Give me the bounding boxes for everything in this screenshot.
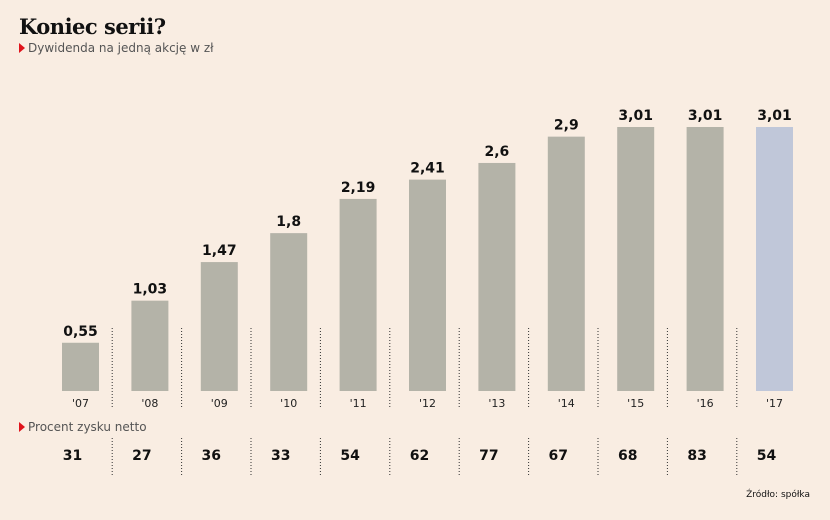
x-tick-label: '17 (766, 397, 783, 410)
bar (409, 179, 446, 391)
secondary-value: 54 (757, 448, 777, 464)
bar (547, 136, 585, 391)
x-tick-label: '10 (280, 397, 297, 410)
secondary-label: Procent zysku netto (19, 420, 147, 434)
x-tick-label: '07 (72, 397, 89, 410)
chart-title: Koniec serii? (19, 14, 166, 39)
value-label: 1,03 (133, 282, 168, 298)
x-tick-label: '13 (488, 397, 505, 410)
x-tick-label: '12 (419, 397, 436, 410)
source-note: Źródło: spółka (746, 490, 810, 500)
triangle-marker-icon (19, 422, 25, 432)
value-label: 0,55 (63, 324, 98, 340)
secondary-value: 83 (687, 448, 706, 464)
secondary-value: 62 (410, 448, 429, 464)
x-tick-label: '16 (697, 397, 714, 410)
bar (617, 127, 655, 391)
bar (62, 342, 99, 391)
secondary-value: 68 (618, 448, 637, 464)
x-tick-label: '14 (558, 397, 575, 410)
secondary-value: 33 (271, 448, 290, 464)
secondary-value: 77 (479, 448, 498, 464)
value-label: 2,6 (484, 144, 509, 160)
value-label: 2,9 (554, 118, 579, 134)
bar (270, 233, 308, 391)
triangle-marker-icon (19, 43, 25, 53)
chart-subtitle: Dywidenda na jedną akcję w zł (19, 41, 214, 55)
bar (756, 127, 793, 391)
value-label: 3,01 (688, 108, 723, 124)
subtitle-text: Dywidenda na jedną akcję w zł (28, 41, 214, 55)
secondary-value: 36 (202, 448, 221, 464)
value-label: 2,41 (410, 161, 445, 177)
secondary-value: 54 (340, 448, 360, 464)
value-label: 1,47 (202, 243, 237, 259)
value-label: 3,01 (757, 108, 792, 124)
secondary-label-text: Procent zysku netto (28, 420, 147, 434)
bar (131, 300, 169, 391)
secondary-value: 67 (549, 448, 568, 464)
x-tick-label: '09 (211, 397, 228, 410)
secondary-value: 27 (132, 448, 151, 464)
bar (200, 262, 238, 391)
bar (478, 162, 516, 391)
x-tick-label: '15 (627, 397, 644, 410)
bar (339, 198, 377, 391)
x-tick-label: '08 (141, 397, 158, 410)
bar (686, 127, 724, 391)
x-tick-label: '11 (350, 397, 367, 410)
secondary-value: 31 (63, 448, 82, 464)
value-label: 2,19 (341, 180, 376, 196)
value-label: 1,8 (276, 214, 301, 230)
value-label: 3,01 (618, 108, 653, 124)
